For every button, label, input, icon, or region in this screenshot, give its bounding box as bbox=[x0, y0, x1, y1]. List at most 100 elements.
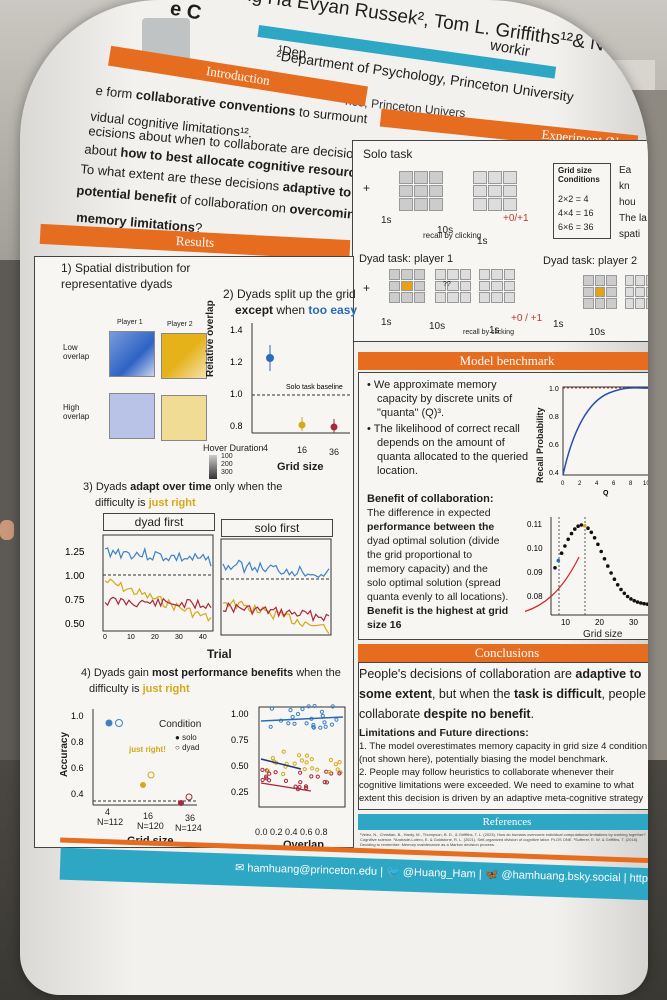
score-label-2: +0 / +1 bbox=[511, 313, 543, 324]
scatter-point bbox=[337, 760, 342, 765]
conclusion-line-1: People's decisions of collaboration are … bbox=[359, 667, 642, 681]
grid-size-label: Grid size bbox=[277, 461, 324, 473]
player2-label: Player 2 bbox=[167, 321, 193, 328]
bullet-1: • We approximate memory bbox=[367, 379, 497, 391]
n-label: N=120 bbox=[137, 821, 164, 831]
scatter-point bbox=[334, 717, 339, 722]
p2-grid-a bbox=[583, 275, 617, 309]
panel2-title: 2) Dyads split up the grid bbox=[223, 287, 356, 301]
ytick: 0.25 bbox=[231, 787, 249, 797]
scatter-point bbox=[264, 774, 269, 779]
bullet-2d: location. bbox=[377, 465, 418, 477]
scatter-point bbox=[281, 771, 286, 777]
xtick: 16 bbox=[297, 445, 308, 455]
scatter-point bbox=[302, 767, 307, 772]
benefit-point bbox=[563, 544, 567, 548]
xtick: 16 bbox=[143, 811, 154, 821]
xtick: 10 bbox=[643, 481, 648, 487]
hover-level: 300 bbox=[221, 469, 233, 476]
ytick: 0.4 bbox=[549, 470, 559, 477]
timing-10s: 10s bbox=[437, 225, 454, 236]
ytick: 0.8 bbox=[71, 737, 84, 747]
n-label: N=112 bbox=[97, 817, 124, 827]
xtick: 36 bbox=[329, 447, 340, 457]
scatter-point bbox=[304, 760, 309, 765]
player1-label: Player 1 bbox=[117, 319, 143, 326]
recall-probability-label: Recall Probability bbox=[535, 407, 545, 483]
limitation-line: cognitive limitations were exceeded. We … bbox=[359, 780, 634, 791]
conclusions-box: People's decisions of collaboration are … bbox=[358, 662, 648, 810]
model-benchmark-header: Model benchmark bbox=[358, 352, 648, 370]
limitation-line: (not shown here), potentially biasing th… bbox=[359, 754, 608, 765]
timing-1s-c: 1s bbox=[381, 317, 392, 328]
limitation-line: 2. People may follow heuristics to colla… bbox=[359, 767, 615, 778]
scatter-point bbox=[312, 703, 317, 709]
scatter-point bbox=[281, 749, 286, 754]
scatter-point bbox=[333, 762, 338, 767]
timing-1s-d: 1s bbox=[489, 325, 500, 336]
acc-dyad-4 bbox=[115, 719, 123, 727]
benefit-point bbox=[586, 526, 590, 530]
benefit-point bbox=[645, 602, 648, 606]
xtick: 4 bbox=[105, 807, 111, 817]
point-grid36 bbox=[330, 423, 338, 431]
bullet-2: • The likelihood of correct recall bbox=[367, 423, 520, 435]
ytick: 0.50 bbox=[65, 619, 85, 630]
ytick: 1.0 bbox=[549, 386, 559, 393]
hover-legend-swatch bbox=[209, 455, 217, 479]
benefit-point bbox=[622, 591, 627, 596]
references-text: ¹Velez, N., Christian, B., Hardy, M., Th… bbox=[360, 832, 646, 847]
acc-solo-4 bbox=[105, 719, 113, 727]
bullet-1b: capacity by discrete units of bbox=[377, 393, 513, 405]
legend-dyad: ○ dyad bbox=[175, 743, 200, 752]
scatter-point bbox=[269, 706, 275, 711]
scatter-point bbox=[304, 753, 310, 758]
heatmap-p1-low bbox=[109, 331, 155, 377]
xtick: 30 bbox=[175, 634, 183, 641]
series-line bbox=[104, 596, 212, 610]
scatter-point bbox=[304, 785, 309, 791]
scatter-point bbox=[297, 785, 302, 790]
recall-curve bbox=[562, 387, 648, 476]
conclusions-header: Conclusions bbox=[358, 644, 648, 662]
accuracy-chart: 1.0 0.8 0.6 0.4 bbox=[71, 709, 197, 806]
benefit-point bbox=[573, 527, 577, 531]
scatter-point bbox=[304, 721, 309, 726]
scatter-point bbox=[268, 724, 273, 729]
benefit-point bbox=[556, 558, 561, 563]
scatter-point bbox=[299, 758, 305, 763]
scatter-point bbox=[330, 704, 335, 709]
dyad-first-facet: dyad first bbox=[103, 513, 215, 531]
benefit-chart: 0.11 0.10 0.09 0.08 10 20 30 bbox=[525, 517, 648, 627]
panel3-title: 3) Dyads adapt over time only when the bbox=[83, 481, 283, 493]
benefit-point bbox=[569, 531, 574, 536]
benefit-point bbox=[639, 601, 643, 605]
scatter-point bbox=[322, 720, 327, 725]
benefit-line: The difference in expected bbox=[367, 507, 491, 519]
research-poster: e C workir Huang Ha Evyan Russek², Tom L… bbox=[20, 0, 648, 995]
ytick: 0.75 bbox=[231, 735, 249, 745]
benefit-line: size 16 bbox=[367, 619, 402, 631]
overlap-scatter: 1.00 0.75 0.50 0.25 bbox=[231, 703, 346, 808]
fixation-cross: + bbox=[363, 281, 371, 295]
scatter-point bbox=[337, 771, 342, 776]
experiment-box: Solo task + 1s 10s 1s recall by clicking… bbox=[352, 140, 648, 342]
xtick: 6 bbox=[612, 481, 616, 487]
series-line bbox=[222, 598, 330, 635]
benefit-point bbox=[625, 594, 630, 599]
trial-label: Trial bbox=[207, 647, 232, 661]
ytick: 0.08 bbox=[527, 592, 543, 601]
n-label: N=124 bbox=[175, 823, 202, 833]
side-text: hou bbox=[619, 197, 636, 208]
panel4-title-2: difficulty is just right bbox=[89, 683, 190, 695]
hover-level: 100 bbox=[221, 453, 233, 460]
benefit-point bbox=[592, 536, 597, 540]
p1-grid-a bbox=[389, 269, 425, 303]
scatter-point bbox=[267, 771, 272, 776]
series-line bbox=[222, 559, 330, 579]
panel4-title: 4) Dyads gain most performance benefits … bbox=[81, 667, 341, 679]
bullet-1c: "quanta" (Q)³. bbox=[377, 407, 445, 419]
ytick: 0.6 bbox=[549, 442, 559, 449]
recall-curve-chart: 1.0 0.8 0.6 0.4 0 2 4 6 8 10 Q bbox=[549, 386, 648, 497]
benefit-arrow bbox=[525, 556, 580, 613]
